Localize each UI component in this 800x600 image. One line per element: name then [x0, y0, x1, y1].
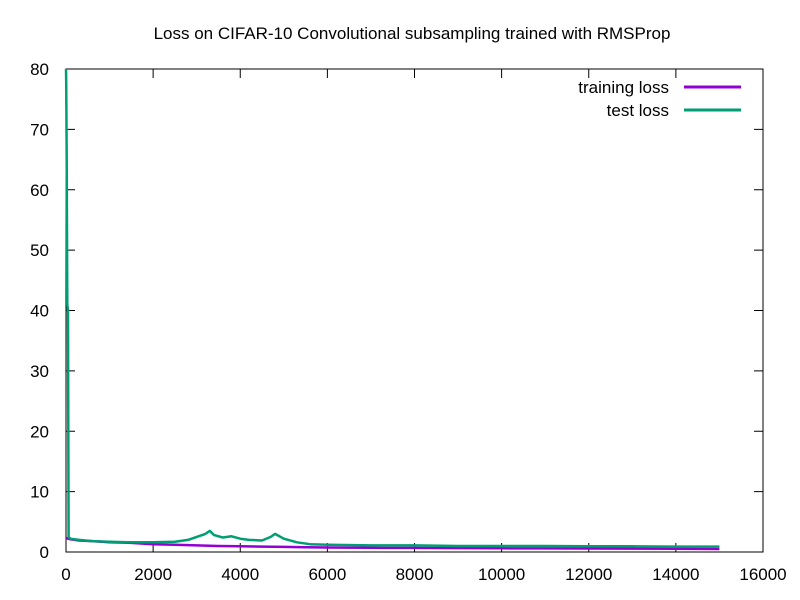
x-tick-label: 2000 [134, 565, 172, 584]
x-tick-label: 6000 [308, 565, 346, 584]
x-tick-label: 16000 [739, 565, 786, 584]
legend-label: test loss [607, 101, 669, 120]
x-tick-label: 10000 [478, 565, 525, 584]
y-tick-label: 20 [30, 422, 49, 441]
y-tick-label: 0 [40, 543, 49, 562]
y-tick-label: 80 [30, 60, 49, 79]
x-tick-label: 12000 [565, 565, 612, 584]
series-line-test-loss [64, 68, 720, 548]
x-tick-label: 8000 [396, 565, 434, 584]
y-tick-label: 50 [30, 241, 49, 260]
x-tick-label: 0 [61, 565, 70, 584]
axis-ticks: 0 10 20 30 40 50 60 70 80 0 2000 4000 6000 8000 10000 1… [30, 60, 787, 584]
series-lines [64, 68, 720, 551]
legend-label: training loss [578, 78, 669, 97]
x-tick-label: 4000 [221, 565, 259, 584]
y-tick-label: 30 [30, 362, 49, 381]
y-tick-label: 70 [30, 120, 49, 139]
x-tick-label: 14000 [652, 565, 699, 584]
chart-title: Loss on CIFAR-10 Convolutional subsampli… [154, 24, 671, 43]
y-tick-label: 10 [30, 483, 49, 502]
y-tick-label: 40 [30, 302, 49, 321]
plot-frame [65, 68, 764, 553]
legend: training loss test loss [578, 78, 741, 120]
y-tick-label: 60 [30, 181, 49, 200]
